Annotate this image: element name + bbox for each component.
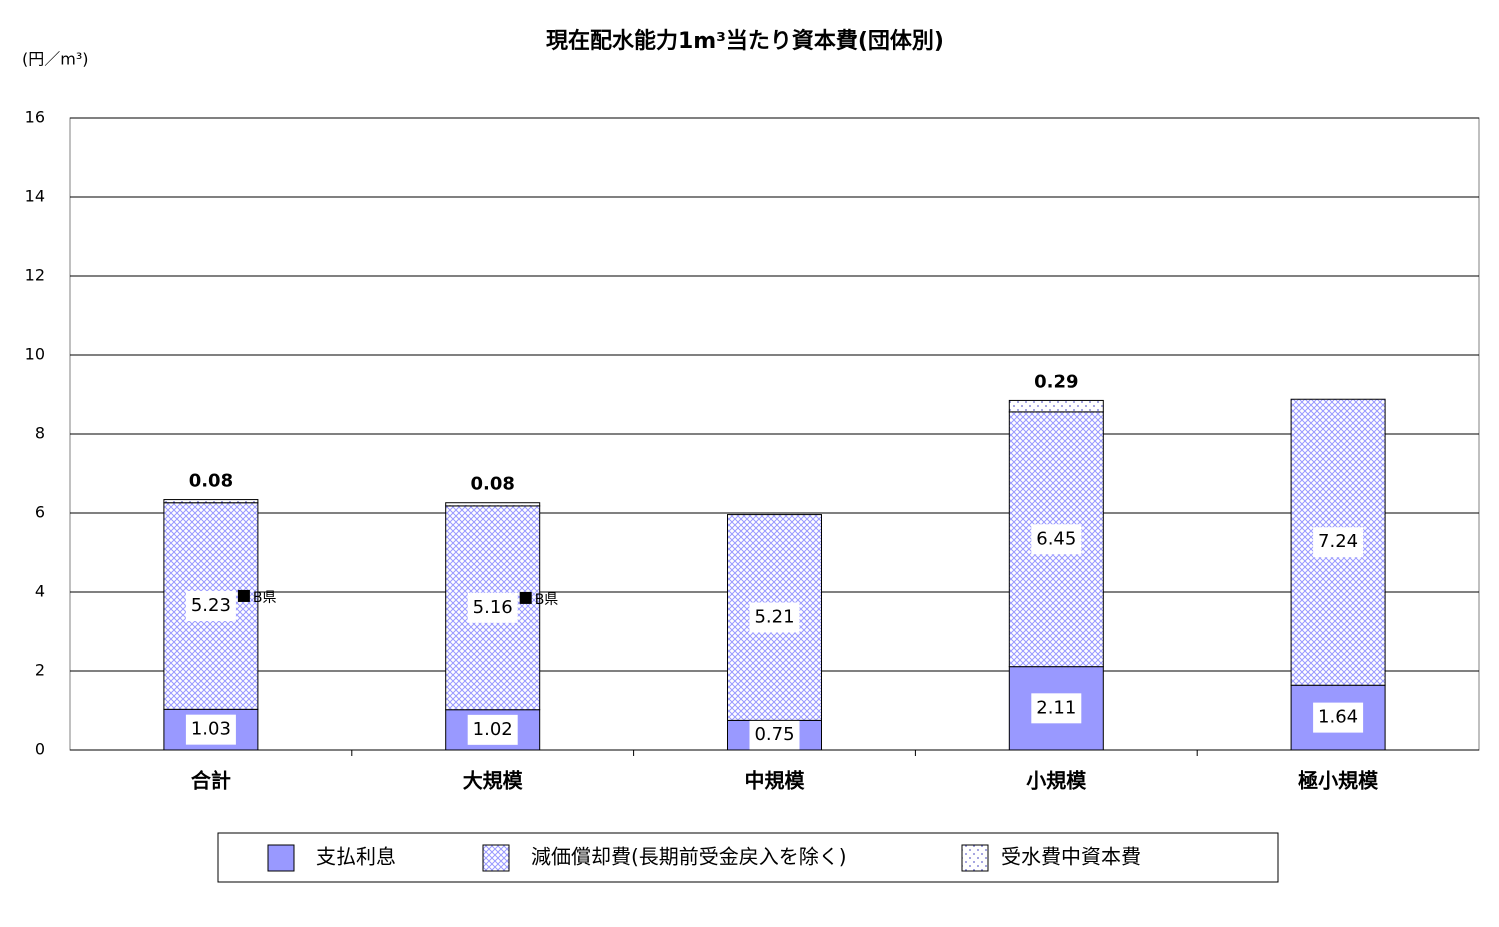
data-label: 1.03 bbox=[191, 719, 231, 740]
y-tick-label: 6 bbox=[35, 503, 45, 522]
data-label: 1.64 bbox=[1318, 707, 1358, 728]
data-label-bg bbox=[749, 720, 800, 751]
data-label-bg bbox=[467, 714, 518, 745]
marker bbox=[237, 589, 250, 602]
x-tick-label: 大規模 bbox=[463, 769, 524, 793]
marker bbox=[519, 591, 532, 604]
data-label-bg bbox=[1313, 702, 1364, 733]
legend-label: 支払利息 bbox=[316, 845, 396, 869]
legend-label: 減価償却費(長期前受金戻入を除く) bbox=[531, 845, 847, 869]
x-tick-label: 極小規模 bbox=[1297, 769, 1379, 793]
data-label-bg bbox=[185, 714, 236, 745]
data-label: 6.45 bbox=[1036, 528, 1076, 549]
data-label: 1.02 bbox=[473, 719, 513, 740]
legend-swatch bbox=[961, 844, 989, 872]
data-label: 7.24 bbox=[1318, 531, 1358, 552]
y-tick-label: 4 bbox=[35, 582, 45, 601]
data-label: 5.23 bbox=[191, 595, 231, 616]
y-tick-label: 10 bbox=[25, 345, 45, 364]
y-tick-label: 0 bbox=[35, 740, 45, 759]
bar-segment bbox=[445, 502, 541, 507]
data-label: 5.21 bbox=[754, 606, 794, 627]
y-tick-label: 12 bbox=[25, 266, 45, 285]
x-tick-label: 中規模 bbox=[745, 769, 806, 793]
chart-title: 現在配水能力1m³当たり資本費(団体別) bbox=[546, 28, 944, 54]
data-label-bg bbox=[1031, 524, 1082, 555]
data-label: 5.16 bbox=[473, 597, 513, 618]
legend-box bbox=[217, 832, 1279, 883]
data-label: 0.08 bbox=[189, 471, 233, 492]
legend-swatch bbox=[267, 844, 295, 872]
y-tick-label: 14 bbox=[25, 187, 45, 206]
data-label-bg bbox=[185, 591, 236, 622]
marker-label: B県 bbox=[253, 590, 277, 606]
data-label: 2.11 bbox=[1036, 697, 1076, 718]
x-tick-label: 小規模 bbox=[1026, 769, 1087, 793]
bar-segment bbox=[1008, 399, 1104, 413]
marker-label: B県 bbox=[535, 592, 559, 608]
y-axis-label: (円／m³) bbox=[22, 50, 89, 69]
data-label-bg bbox=[467, 592, 518, 623]
data-label-bg bbox=[1313, 527, 1364, 558]
legend-swatch bbox=[482, 844, 510, 872]
data-label-bg bbox=[749, 602, 800, 633]
x-tick-label: 合計 bbox=[191, 769, 231, 793]
data-label: 0.75 bbox=[754, 724, 794, 745]
y-tick-label: 16 bbox=[25, 108, 45, 127]
legend-label: 受水費中資本費 bbox=[1001, 845, 1141, 869]
y-tick-label: 2 bbox=[35, 661, 45, 680]
data-label-bg bbox=[1031, 693, 1082, 724]
bar-segment bbox=[163, 499, 259, 504]
data-label: 0.29 bbox=[1034, 371, 1078, 392]
y-tick-label: 8 bbox=[35, 424, 45, 443]
data-label: 0.08 bbox=[470, 474, 514, 495]
